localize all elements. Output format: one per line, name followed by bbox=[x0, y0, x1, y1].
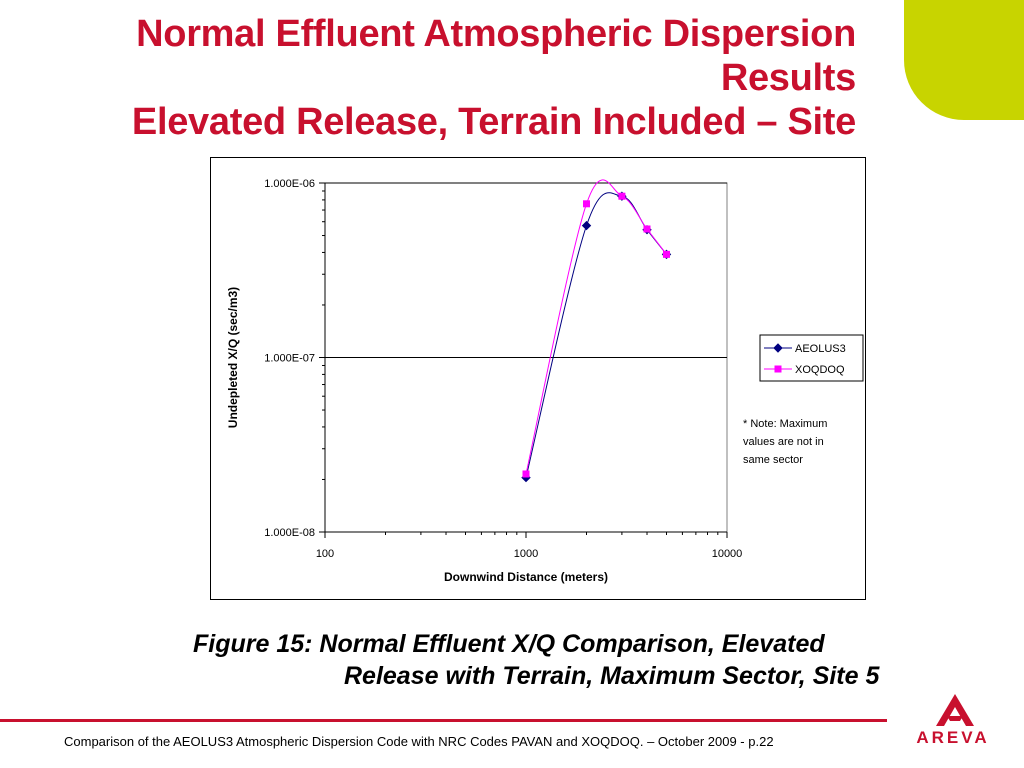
legend-label-xoqdoq: XOQDOQ bbox=[795, 364, 845, 376]
footer-divider bbox=[0, 719, 887, 722]
y-tick-label: 1.000E-06 bbox=[264, 178, 315, 190]
data-point-xoqdoq bbox=[522, 470, 530, 478]
y-axis-label: Undepleted X/Q (sec/m3) bbox=[226, 287, 240, 428]
data-point-xoqdoq bbox=[643, 225, 651, 233]
data-point-aeolus3 bbox=[581, 220, 592, 231]
areva-logo-icon bbox=[936, 694, 974, 726]
legend-marker-xoqdoq bbox=[774, 365, 782, 373]
figure-caption: Figure 15: Normal Effluent X/Q Compariso… bbox=[193, 628, 879, 692]
data-point-xoqdoq bbox=[618, 192, 626, 200]
legend-label-aeolus3: AEOLUS3 bbox=[795, 343, 846, 355]
note-text: * Note: Maximum bbox=[743, 418, 827, 430]
chart: 1.000E-08 1.000E-07 1.000E-06 100 1000 10000 D… bbox=[226, 178, 864, 584]
title-line-2: Results bbox=[720, 57, 856, 99]
chart-container: 1.000E-08 1.000E-07 1.000E-06 100 1000 10000 D… bbox=[210, 157, 866, 600]
footer-text: Comparison of the AEOLUS3 Atmospheric Di… bbox=[64, 734, 774, 749]
x-tick-label: 100 bbox=[316, 548, 334, 560]
x-axis-label: Downwind Distance (meters) bbox=[444, 570, 608, 584]
note-text: same sector bbox=[743, 454, 803, 466]
slide-title: Normal Effluent Atmospheric Dispersion R… bbox=[20, 12, 856, 144]
note-text: values are not in bbox=[743, 436, 824, 448]
y-tick-label: 1.000E-07 bbox=[264, 353, 315, 365]
title-line-3: Elevated Release, Terrain Included – Sit… bbox=[131, 101, 856, 143]
areva-logo-text: AREVA bbox=[916, 728, 990, 747]
data-point-xoqdoq bbox=[662, 250, 670, 258]
legend-box bbox=[759, 334, 864, 382]
title-line-1: Normal Effluent Atmospheric Dispersion bbox=[136, 13, 856, 55]
x-tick-label: 10000 bbox=[712, 548, 743, 560]
x-tick-label: 1000 bbox=[514, 548, 538, 560]
decorative-green-shape bbox=[904, 0, 1024, 120]
y-tick-label: 1.000E-08 bbox=[264, 527, 315, 539]
caption-line-1: Figure 15: Normal Effluent X/Q Compariso… bbox=[193, 630, 825, 658]
legend-marker-aeolus3 bbox=[773, 343, 783, 353]
data-point-xoqdoq bbox=[583, 200, 591, 208]
caption-line-2: Release with Terrain, Maximum Sector, Si… bbox=[344, 662, 880, 690]
